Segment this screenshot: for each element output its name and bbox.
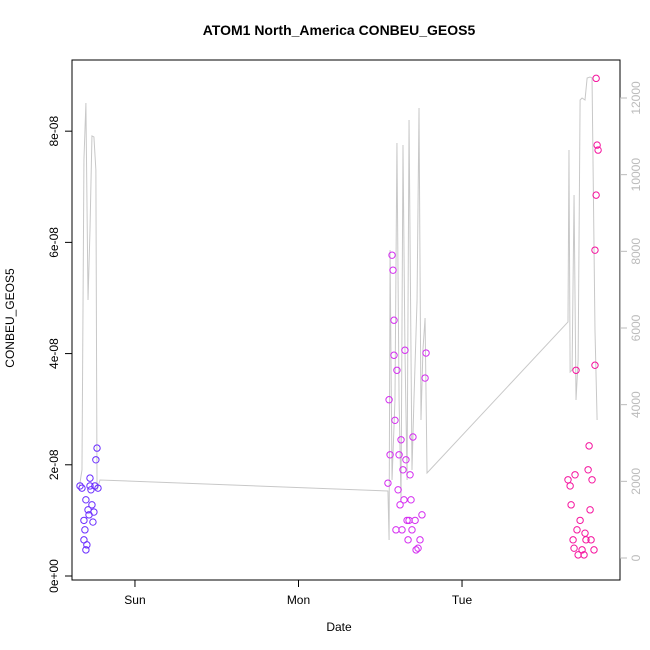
scatter-point <box>78 484 86 492</box>
scatter-point <box>87 486 95 494</box>
scatter-point <box>584 466 592 474</box>
scatter-point <box>385 396 393 404</box>
scatter-point <box>397 436 405 444</box>
scatter-point <box>403 516 411 525</box>
scatter-point <box>85 511 93 519</box>
y-axis-label: CONBEU_GEOS5 <box>3 268 17 368</box>
scatter-point <box>81 526 89 534</box>
scatter-point <box>570 544 578 552</box>
scatter-point <box>571 471 579 479</box>
scatter-point <box>389 266 397 274</box>
scatter-point <box>94 484 102 492</box>
scatter-point <box>567 501 575 509</box>
scatter-point <box>402 456 410 464</box>
scatter-point <box>585 442 593 450</box>
chart-title: ATOM1 North_America CONBEU_GEOS5 <box>203 22 476 38</box>
scatter-point <box>421 374 429 382</box>
scatter-point <box>573 526 581 534</box>
scatter-point <box>400 496 408 504</box>
x-tick-label: Mon <box>287 593 310 607</box>
scatter-point <box>386 451 394 459</box>
scatter-point <box>406 471 414 479</box>
scatter-point <box>593 141 601 149</box>
scatter-point <box>82 546 90 554</box>
y-tick-label: 6e-08 <box>47 227 61 258</box>
scatter-point <box>418 511 426 519</box>
y-tick-label: 2e-08 <box>47 449 61 480</box>
scatter-point <box>388 251 396 259</box>
scatter-point <box>399 466 407 474</box>
scatter-point <box>412 546 420 554</box>
scatter-point <box>572 366 580 374</box>
scatter-point <box>390 351 398 359</box>
scatter-point <box>405 516 413 525</box>
scatter-point <box>88 501 96 509</box>
scatter-point <box>92 456 100 464</box>
scatter-point <box>391 416 399 425</box>
scatter-point <box>404 536 412 544</box>
y2-tick-label: 8000 <box>629 238 643 265</box>
y2-tick-label: 12000 <box>629 81 643 115</box>
scatter-point <box>586 506 594 514</box>
scatter-point <box>591 246 599 254</box>
scatter-point <box>396 501 404 509</box>
scatter-point <box>407 496 415 504</box>
scatter-point <box>592 191 600 199</box>
scatter-point <box>588 476 596 484</box>
scatter-point <box>80 516 88 525</box>
scatter-point <box>401 346 409 354</box>
scatter-point <box>86 474 94 482</box>
x-axis-label: Date <box>326 620 352 634</box>
y2-tick-label: 0 <box>629 554 643 561</box>
scatter-point <box>384 479 392 487</box>
scatter-point <box>394 486 402 494</box>
scatter-point <box>574 551 582 559</box>
scatter-point <box>594 146 602 154</box>
y2-tick-label: 2000 <box>629 468 643 495</box>
scatter-point <box>393 366 401 374</box>
scatter-point <box>566 482 574 490</box>
scatter-point <box>592 74 600 83</box>
scatter-point <box>408 526 416 534</box>
scatter-point <box>76 482 84 490</box>
scatter-point <box>83 541 91 549</box>
line-series <box>78 76 598 540</box>
scatter-point <box>395 451 403 459</box>
scatter-point <box>86 482 94 490</box>
x-tick-label: Tue <box>452 593 473 607</box>
y-tick-label: 0e+00 <box>47 559 61 593</box>
y2-tick-label: 10000 <box>629 158 643 192</box>
scatter-point <box>587 536 595 544</box>
scatter-point <box>590 546 598 554</box>
x-tick-label: Sun <box>124 593 145 607</box>
scatter-point <box>414 544 422 552</box>
y-tick-label: 8e-08 <box>47 116 61 147</box>
y2-tick-label: 6000 <box>629 314 643 341</box>
scatter-point <box>409 433 417 441</box>
scatter-point <box>422 349 430 357</box>
y-tick-label: 4e-08 <box>47 338 61 369</box>
scatter-point <box>398 526 406 534</box>
scatter-point <box>569 536 577 544</box>
scatter-point <box>390 316 398 324</box>
y2-tick-label: 4000 <box>629 391 643 418</box>
scatter-point <box>591 361 599 369</box>
scatter-point <box>576 516 584 525</box>
scatter-point <box>89 518 97 526</box>
scatter-point <box>580 551 588 559</box>
scatter-point <box>581 529 589 537</box>
scatter-point <box>578 546 586 554</box>
scatter-point <box>416 536 424 544</box>
scatter-point <box>93 444 101 452</box>
scatter-point <box>82 496 90 504</box>
